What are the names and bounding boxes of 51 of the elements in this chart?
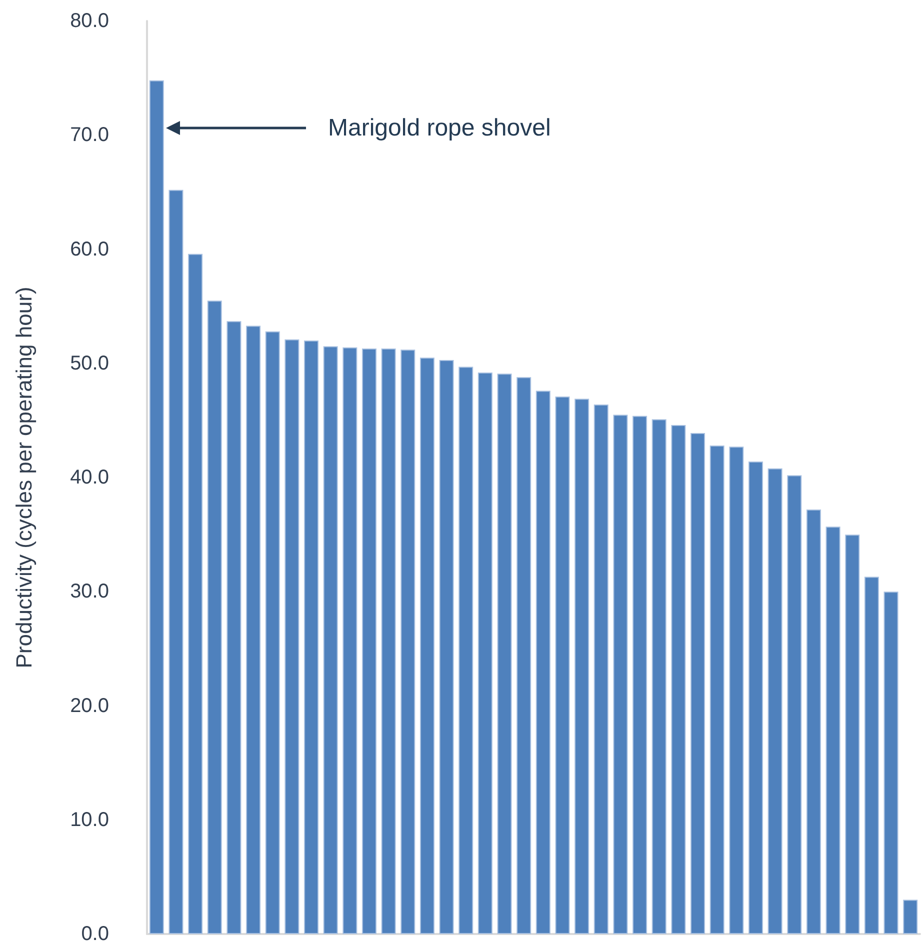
bar xyxy=(478,372,492,934)
bar xyxy=(439,360,454,934)
bar xyxy=(903,900,918,934)
bar xyxy=(516,377,532,934)
bar xyxy=(729,446,744,934)
y-tick-label: 30.0 xyxy=(70,580,109,603)
bar xyxy=(284,339,300,934)
bar xyxy=(806,509,821,934)
y-tick-label: 40.0 xyxy=(70,466,109,488)
y-tick-label: 70.0 xyxy=(70,124,109,146)
bar xyxy=(826,526,840,934)
bar xyxy=(226,321,242,934)
bar xyxy=(652,419,666,934)
bar xyxy=(748,462,763,934)
bar xyxy=(613,414,628,934)
bar xyxy=(555,396,570,934)
bar xyxy=(768,468,782,934)
bar xyxy=(458,366,474,934)
bar xyxy=(845,534,860,934)
bar xyxy=(188,254,203,934)
bar xyxy=(884,592,898,934)
y-tick-label: 80.0 xyxy=(70,10,109,32)
bar xyxy=(342,347,358,934)
bar xyxy=(362,348,376,934)
bar xyxy=(246,326,261,934)
y-tick-label: 20.0 xyxy=(70,694,109,717)
bar xyxy=(323,346,338,934)
bar xyxy=(690,432,706,934)
bar xyxy=(149,80,164,934)
y-axis-title: Productivity (cycles per operating hour) xyxy=(12,286,36,668)
bar xyxy=(864,576,879,934)
y-tick-label: 0.0 xyxy=(81,923,109,944)
y-tick-label: 60.0 xyxy=(70,238,109,260)
bar xyxy=(420,358,434,934)
bar xyxy=(671,425,686,934)
y-tick-label: 50.0 xyxy=(70,352,109,374)
y-tick-label: 10.0 xyxy=(70,808,109,831)
bar xyxy=(168,190,184,934)
annotation: Marigold rope shovel xyxy=(328,114,551,142)
bar xyxy=(400,350,416,934)
bar xyxy=(304,340,319,934)
bar xyxy=(381,348,396,934)
bar xyxy=(497,374,512,934)
bar xyxy=(265,331,280,934)
bar xyxy=(787,475,802,934)
bar xyxy=(574,398,590,934)
bar xyxy=(536,390,550,934)
bar xyxy=(594,404,608,934)
bar xyxy=(710,446,724,934)
bar xyxy=(207,300,222,934)
bar xyxy=(632,416,648,934)
